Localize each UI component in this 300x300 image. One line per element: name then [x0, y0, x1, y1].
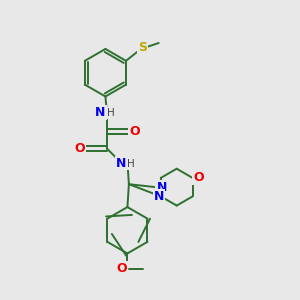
Text: H: H: [106, 108, 114, 118]
Text: O: O: [129, 125, 140, 138]
Text: N: N: [154, 190, 164, 203]
Text: S: S: [138, 41, 147, 54]
Text: N: N: [95, 106, 106, 119]
Text: H: H: [127, 159, 135, 169]
Text: O: O: [116, 262, 127, 275]
Text: O: O: [193, 171, 204, 184]
Text: O: O: [74, 142, 85, 155]
Text: N: N: [116, 158, 126, 170]
Text: N: N: [156, 181, 167, 194]
